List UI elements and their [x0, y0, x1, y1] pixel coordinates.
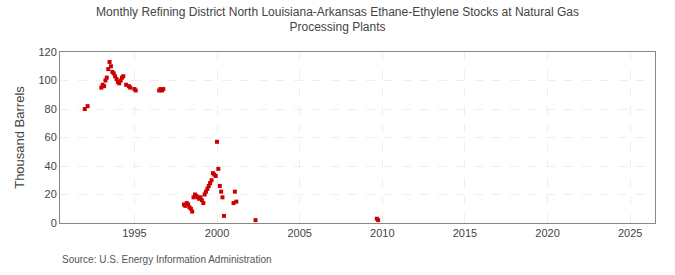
- svg-text:1995: 1995: [122, 227, 146, 239]
- svg-text:Monthly Refining District Nort: Monthly Refining District North Louisian…: [96, 5, 579, 35]
- svg-text:60: 60: [45, 131, 57, 143]
- svg-text:2025: 2025: [618, 227, 642, 239]
- svg-text:Thousand Barrels: Thousand Barrels: [12, 86, 27, 189]
- svg-text:Source: U.S. Energy Informatio: Source: U.S. Energy Information Administ…: [62, 254, 272, 265]
- svg-text:0: 0: [51, 217, 57, 229]
- svg-text:2020: 2020: [535, 227, 559, 239]
- svg-text:40: 40: [45, 160, 57, 172]
- svg-text:2010: 2010: [370, 227, 394, 239]
- svg-text:120: 120: [38, 46, 56, 58]
- svg-text:2005: 2005: [287, 227, 311, 239]
- svg-text:80: 80: [45, 103, 57, 115]
- svg-text:100: 100: [38, 74, 56, 86]
- svg-text:2015: 2015: [453, 227, 477, 239]
- svg-text:20: 20: [45, 188, 57, 200]
- svg-text:2000: 2000: [205, 227, 229, 239]
